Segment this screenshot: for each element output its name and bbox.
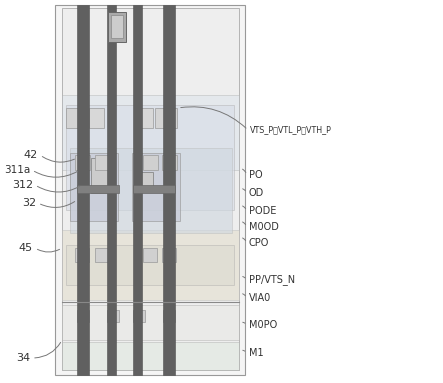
Text: OD: OD bbox=[249, 188, 264, 198]
Text: M0PO: M0PO bbox=[249, 320, 277, 330]
Bar bbox=[163, 5, 175, 375]
Bar bbox=[91, 158, 113, 193]
Bar bbox=[163, 310, 175, 322]
Bar bbox=[62, 8, 239, 370]
Bar bbox=[62, 230, 239, 300]
Bar bbox=[162, 155, 177, 170]
Bar bbox=[95, 248, 109, 262]
Text: PODE: PODE bbox=[249, 206, 276, 216]
Bar bbox=[108, 12, 126, 42]
Text: 42: 42 bbox=[24, 150, 38, 160]
Bar bbox=[107, 5, 116, 375]
Bar bbox=[133, 310, 145, 322]
Bar bbox=[139, 172, 153, 190]
Bar bbox=[77, 5, 89, 375]
Text: 32: 32 bbox=[22, 198, 36, 208]
Bar bbox=[107, 310, 119, 322]
Bar bbox=[70, 148, 232, 233]
Bar bbox=[89, 108, 104, 128]
Bar bbox=[143, 248, 157, 262]
Text: 34: 34 bbox=[16, 353, 30, 363]
Text: PP/VTS_N: PP/VTS_N bbox=[249, 275, 295, 285]
Bar bbox=[62, 342, 239, 370]
Bar bbox=[66, 245, 234, 285]
Bar bbox=[95, 155, 110, 170]
Bar bbox=[55, 5, 245, 375]
Bar bbox=[143, 155, 158, 170]
Bar bbox=[62, 305, 239, 340]
Text: M0OD: M0OD bbox=[249, 222, 279, 232]
Text: PO: PO bbox=[249, 170, 263, 180]
Text: M1: M1 bbox=[249, 348, 264, 358]
Text: 45: 45 bbox=[19, 243, 33, 253]
Bar bbox=[155, 108, 177, 128]
Bar bbox=[162, 248, 176, 262]
Bar bbox=[66, 108, 88, 128]
Bar bbox=[133, 5, 142, 375]
Bar bbox=[75, 248, 89, 262]
Bar bbox=[111, 15, 123, 38]
Bar bbox=[66, 105, 234, 210]
Bar bbox=[132, 153, 180, 221]
Bar bbox=[133, 185, 175, 193]
Bar bbox=[75, 155, 90, 170]
Bar bbox=[70, 153, 118, 221]
Text: 312: 312 bbox=[12, 180, 33, 190]
Text: VIA0: VIA0 bbox=[249, 293, 271, 303]
Text: CPO: CPO bbox=[249, 238, 269, 248]
Bar bbox=[138, 108, 153, 128]
Bar bbox=[62, 95, 239, 170]
Bar bbox=[77, 310, 89, 322]
Text: 311a: 311a bbox=[4, 165, 30, 175]
Bar bbox=[77, 185, 119, 193]
Text: VTS_P或VTL_P或VTH_P: VTS_P或VTL_P或VTH_P bbox=[250, 126, 332, 134]
